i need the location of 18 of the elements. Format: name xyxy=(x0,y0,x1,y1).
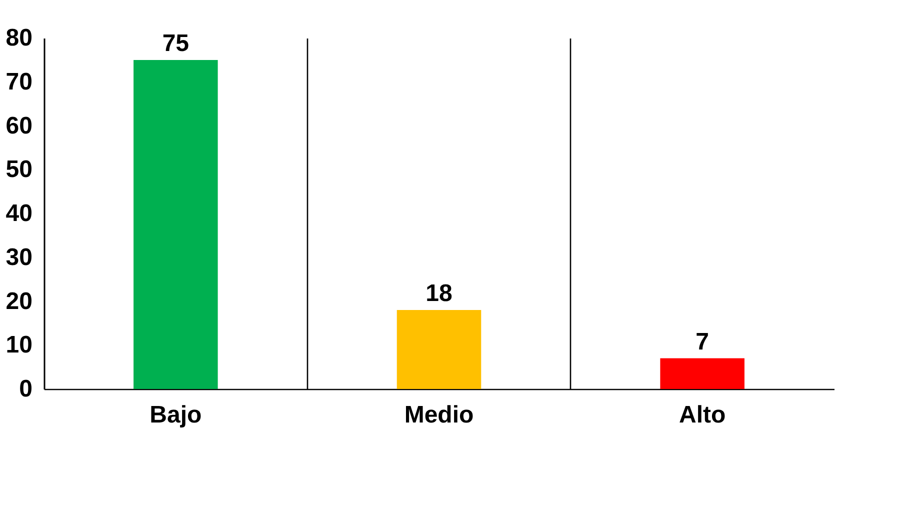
data-label: 7 xyxy=(696,328,710,356)
x-tick-label: Alto xyxy=(679,402,726,428)
x-tick-label: Medio xyxy=(404,402,474,428)
y-tick-label: 20 xyxy=(6,288,32,315)
bar xyxy=(134,60,218,389)
y-tick-label: 80 xyxy=(6,24,32,52)
x-tick-label: Bajo xyxy=(150,402,202,428)
y-tick-label: 0 xyxy=(19,376,32,402)
y-tick-label: 40 xyxy=(6,200,32,227)
y-tick-label: 70 xyxy=(6,68,32,96)
y-tick-label: 30 xyxy=(6,244,32,271)
y-tick-label: 60 xyxy=(6,112,32,140)
data-label: 18 xyxy=(426,280,452,308)
y-tick-label: 50 xyxy=(6,156,32,184)
bar xyxy=(660,358,744,389)
bar xyxy=(396,310,482,389)
data-label: 75 xyxy=(162,30,190,57)
y-tick-label: 10 xyxy=(6,332,32,359)
